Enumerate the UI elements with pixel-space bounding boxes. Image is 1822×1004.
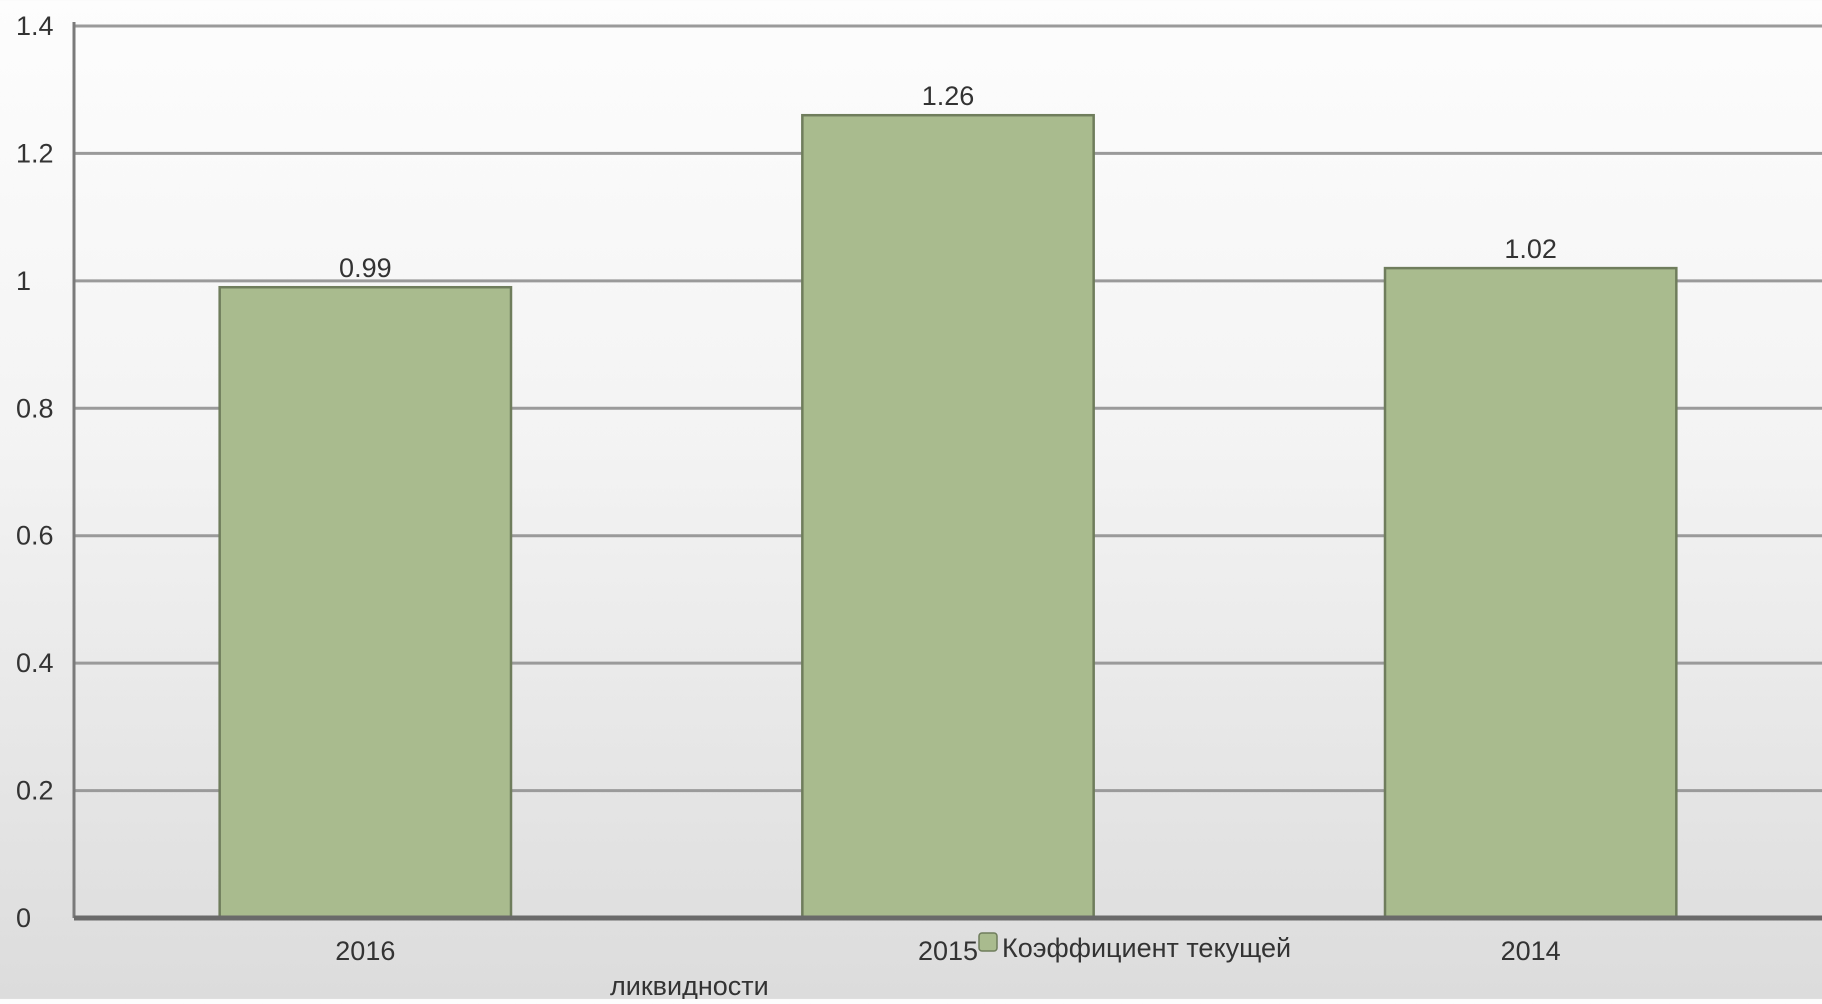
x-tick-label-2016: 2016 [335, 936, 395, 966]
legend: Коэффициент текущей ликвидности [610, 932, 1291, 1001]
legend-label-line1: Коэффициент текущей [1002, 933, 1291, 963]
y-tick-label: 0.4 [16, 648, 54, 678]
bar-2014 [1383, 266, 1678, 920]
y-tick-label: 1.2 [16, 138, 54, 168]
y-tick-label: 0 [16, 903, 31, 933]
x-tick-label-2015: 2015 [918, 936, 978, 966]
labels: 0 0.2 0.4 0.6 0.8 1 1.2 1.4 0.99 2016 1.26 2015 1.02… [16, 11, 1561, 966]
y-tick-label: 0.8 [16, 393, 54, 423]
y-tick-label: 1.4 [16, 11, 54, 41]
data-label-2016: 0.99 [339, 253, 392, 283]
axes [72, 22, 1822, 921]
bar-2016 [218, 285, 513, 920]
data-label-2015: 1.26 [922, 81, 975, 111]
legend-label-line2: ликвидности [610, 971, 769, 999]
legend-swatch [978, 932, 998, 952]
bars [218, 113, 1678, 920]
bar-2015 [801, 113, 1095, 920]
x-tick-label-2014: 2014 [1501, 936, 1561, 966]
y-tick-label: 0.2 [16, 776, 54, 806]
y-tick-label: 1 [16, 266, 31, 296]
data-label-2014: 1.02 [1504, 234, 1557, 264]
y-tick-label: 0.6 [16, 521, 54, 551]
